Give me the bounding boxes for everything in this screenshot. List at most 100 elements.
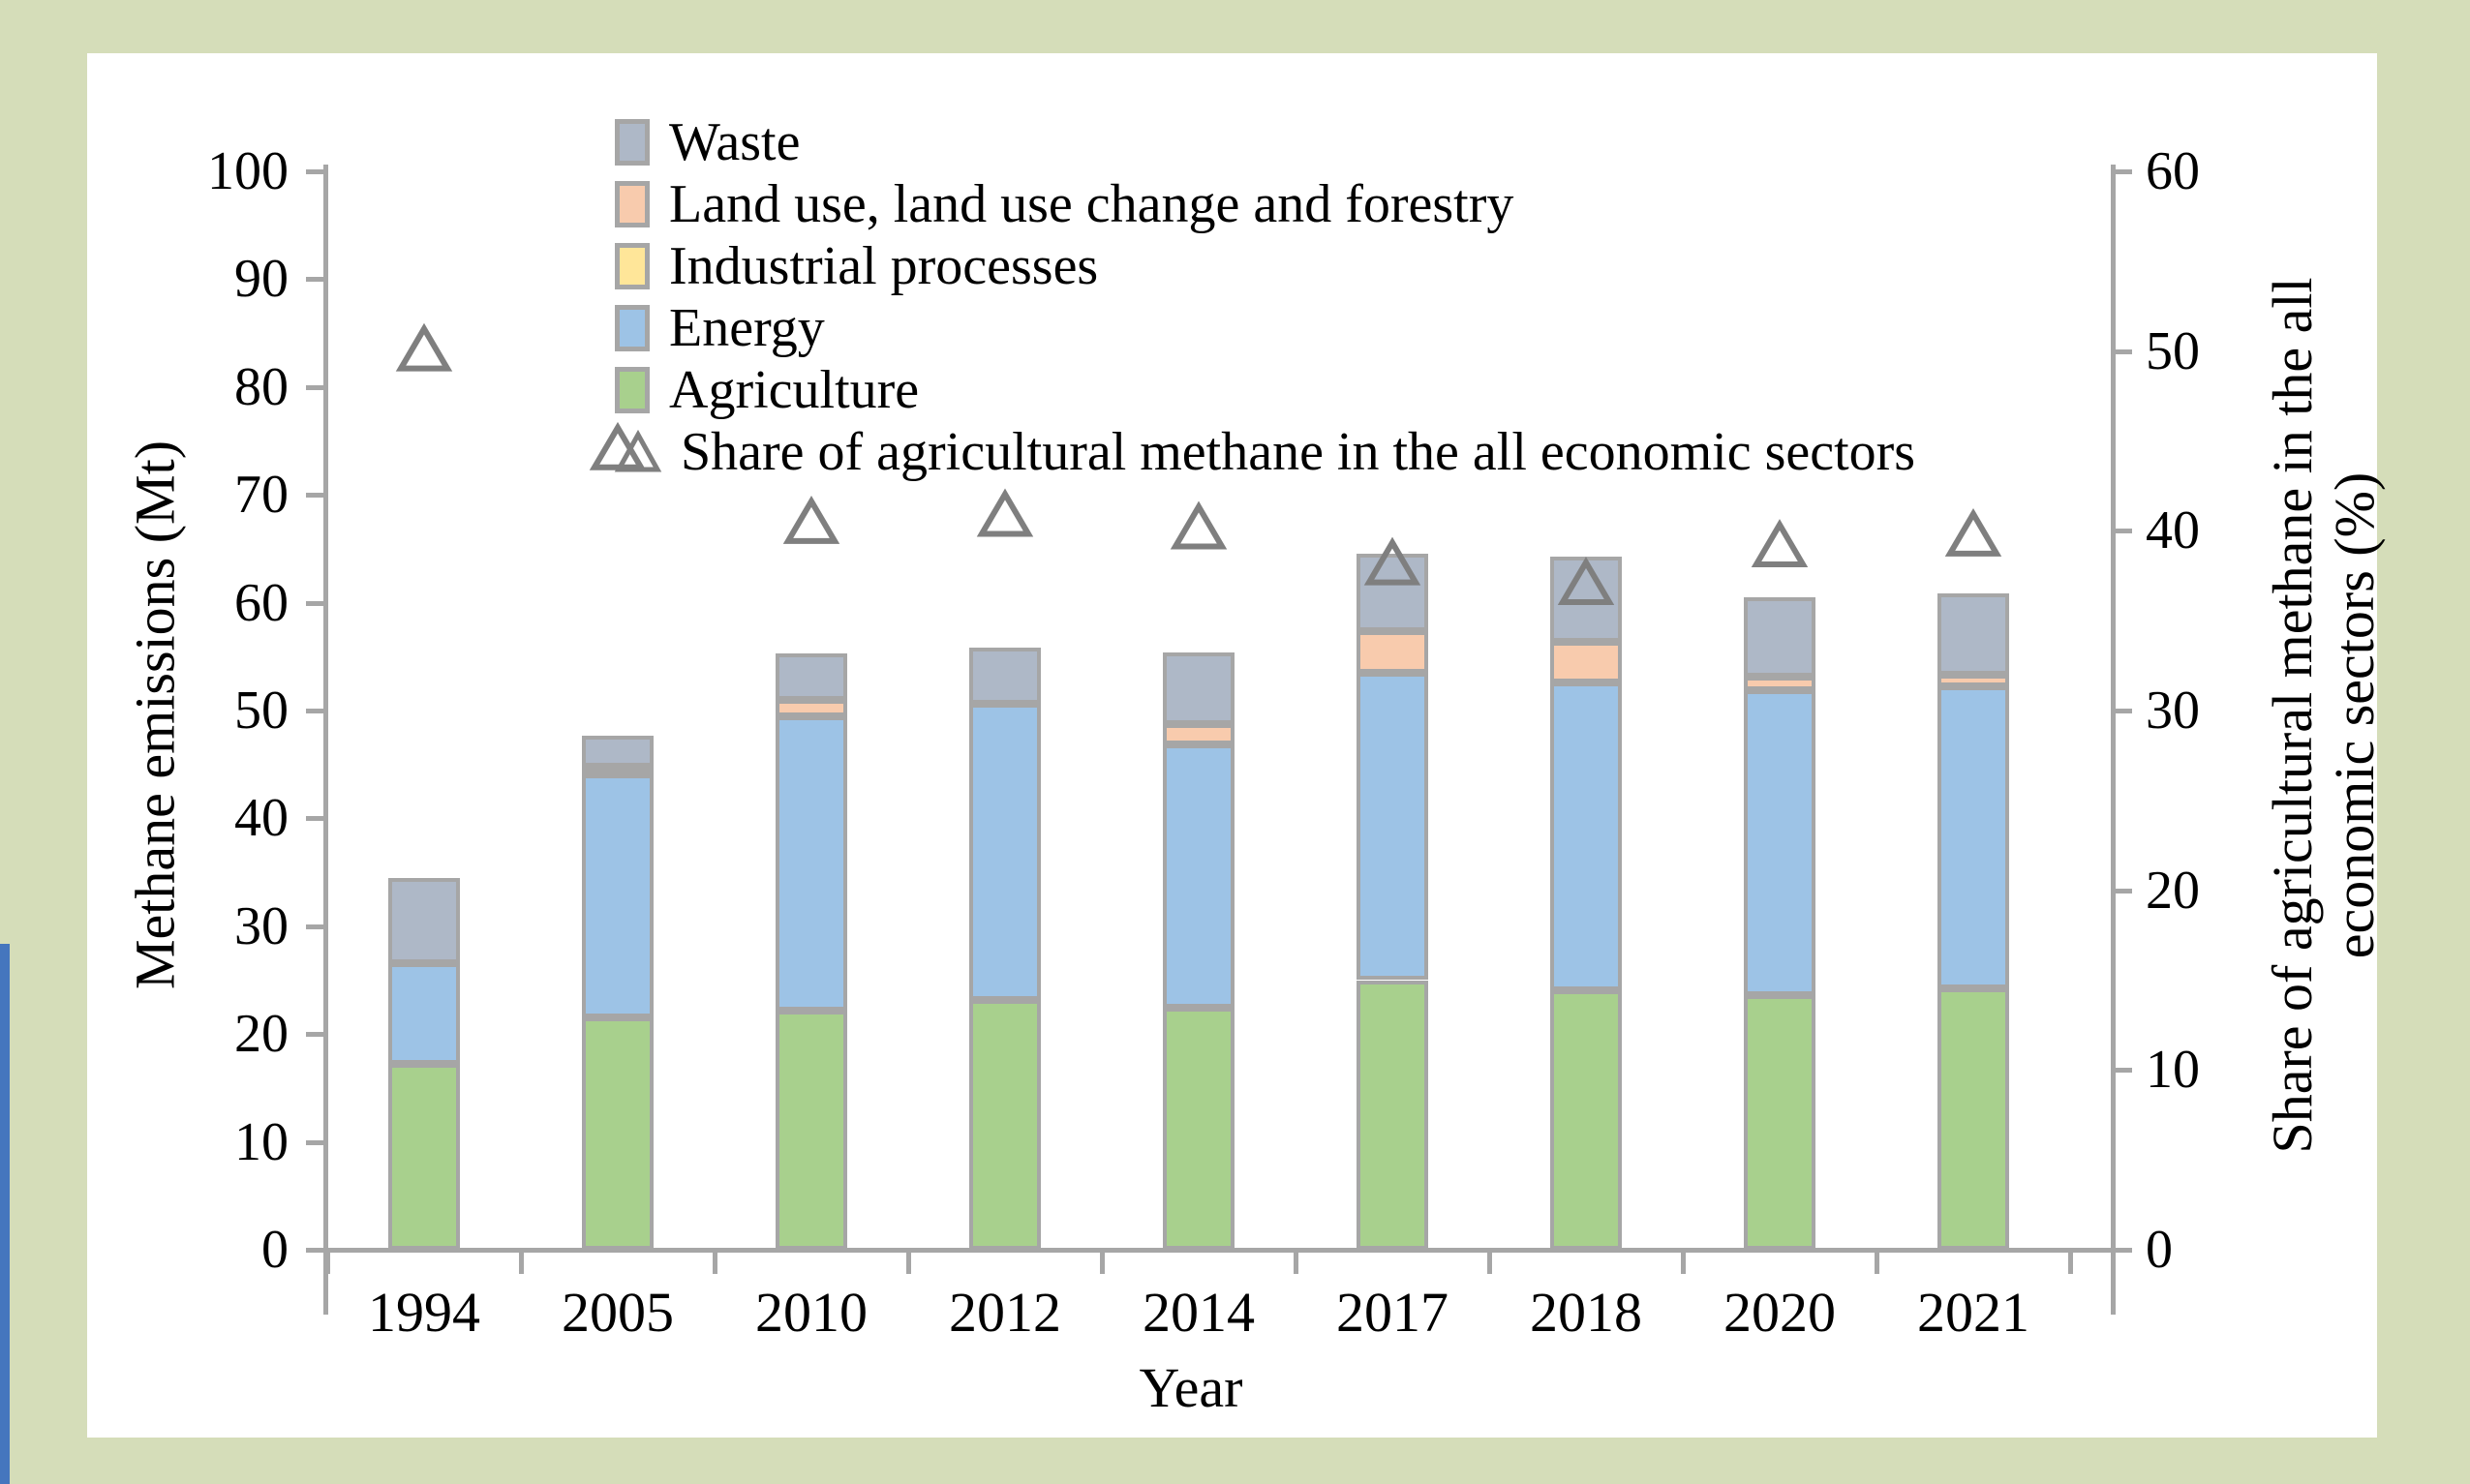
bar-segment-waste (1357, 554, 1428, 631)
y-axis-right-tick-label: 0 (2146, 1220, 2173, 1280)
y-axis-left-tick-label: 70 (234, 465, 289, 526)
bar-segment-agriculture (1937, 988, 2009, 1250)
x-axis-tick-label: 2020 (1723, 1281, 1836, 1344)
legend-swatch-icon (615, 243, 650, 289)
chart-card: Methane emissions (Mt) Share of agricult… (87, 53, 2386, 1438)
bar-segment-waste (388, 877, 460, 963)
bar-segment-waste (776, 652, 847, 700)
y-axis-right-tick-label: 20 (2146, 860, 2200, 921)
y-axis-left-line (323, 165, 328, 1315)
bar-segment-waste (1744, 597, 1815, 678)
x-axis-tick (519, 1253, 524, 1274)
bar-segment-waste (582, 735, 654, 767)
share-marker (1751, 519, 1809, 568)
y-axis-left-tick-label: 90 (234, 249, 289, 310)
left-edge-accent (0, 944, 10, 1484)
y-axis-right-tick-label: 40 (2146, 500, 2200, 561)
share-marker (1170, 500, 1228, 550)
share-marker (1363, 536, 1421, 586)
legend-row: Industrial processes (615, 235, 1915, 297)
x-axis-tick (1487, 1253, 1492, 1274)
legend-label: Share of agricultural methane in the all… (681, 422, 1916, 482)
bar-segment-energy (1937, 686, 2009, 989)
y-axis-right-tick (2111, 348, 2132, 354)
bar-segment-energy (1550, 682, 1622, 990)
legend-row: Waste (615, 111, 1915, 173)
y-axis-left-tick-label: 60 (234, 572, 289, 633)
y-axis-right-tick-label: 60 (2146, 141, 2200, 201)
bar-segment-energy (582, 773, 654, 1018)
y-axis-left-tick (306, 1248, 327, 1253)
legend-swatch-icon (615, 367, 650, 413)
bar-segment-energy (1357, 673, 1428, 981)
bar-segment-land-use-land-use-change-and-forestry (1357, 630, 1428, 673)
bar-segment-waste (1163, 651, 1235, 725)
x-axis-tick-label: 2018 (1530, 1281, 1642, 1344)
share-marker (1557, 557, 1615, 606)
y-axis-left-tick (306, 1139, 327, 1145)
bar-segment-land-use-land-use-change-and-forestry (1163, 724, 1235, 744)
x-axis-line (320, 1248, 2120, 1253)
x-axis-tick (2068, 1253, 2073, 1274)
y-axis-left-tick (306, 1032, 327, 1038)
x-axis-tick-label: 2012 (949, 1281, 1061, 1344)
y-axis-right-tick (2111, 169, 2132, 174)
bar-segment-land-use-land-use-change-and-forestry (1744, 677, 1815, 690)
share-marker (395, 322, 453, 372)
bar-segment-agriculture (969, 999, 1041, 1250)
x-axis-tick (1294, 1253, 1298, 1274)
x-axis-tick (906, 1253, 911, 1274)
y-axis-left-tick (306, 277, 327, 283)
y-axis-left-tick (306, 169, 327, 174)
x-axis-tick-label: 2010 (755, 1281, 868, 1344)
bar-segment-energy (776, 715, 847, 1011)
bar-segment-energy (1744, 689, 1815, 996)
x-axis-tick-label: 2014 (1143, 1281, 1255, 1344)
x-axis-tick-label: 2005 (562, 1281, 674, 1344)
legend-row: Energy (615, 297, 1915, 359)
x-axis-tick (1875, 1253, 1879, 1274)
bar-segment-land-use-land-use-change-and-forestry (776, 699, 847, 716)
legend-swatch-icon (615, 181, 650, 227)
y-axis-left-tick (306, 493, 327, 499)
share-marker (782, 495, 840, 544)
y-axis-left-tick-label: 0 (261, 1220, 289, 1280)
legend-label: Industrial processes (669, 236, 1099, 296)
y-axis-left-tick-label: 80 (234, 356, 289, 417)
x-axis-tick (1681, 1253, 1686, 1274)
x-axis-tick (713, 1253, 717, 1274)
bar-segment-waste (1937, 592, 2009, 676)
legend-label: Energy (669, 298, 825, 358)
bar-segment-agriculture (1744, 995, 1815, 1250)
y-axis-right-tick (2111, 1068, 2132, 1074)
bar-segment-energy (388, 962, 460, 1065)
y-axis-left-tick (306, 709, 327, 713)
y-axis-right-line (2111, 165, 2116, 1315)
bar-segment-agriculture (1163, 1008, 1235, 1250)
legend-row: Share of agricultural methane in the all… (614, 421, 1916, 483)
bar-segment-agriculture (776, 1010, 847, 1250)
y-axis-left-tick-label: 50 (234, 681, 289, 741)
y-axis-left-tick-label: 100 (207, 141, 289, 201)
x-axis-tick (1100, 1253, 1105, 1274)
bar-segment-land-use-land-use-change-and-forestry (1937, 675, 2009, 687)
legend-label: Waste (669, 112, 801, 172)
y-axis-right-tick-label: 10 (2146, 1040, 2200, 1101)
legend-swatch-icon (615, 305, 650, 351)
y-axis-right-tick (2111, 709, 2132, 713)
bar-segment-agriculture (582, 1017, 654, 1250)
share-marker-layer (395, 322, 2002, 606)
bar-segment-waste (969, 648, 1041, 705)
bar-segment-energy (1163, 743, 1235, 1009)
y-axis-left-tick-label: 10 (234, 1111, 289, 1172)
legend-row: Agriculture (615, 359, 1915, 421)
y-axis-right-tick (2111, 529, 2132, 534)
legend-row: Land use, land use change and forestry (615, 173, 1915, 235)
x-axis-tick-label: 2017 (1336, 1281, 1448, 1344)
bar-segment-agriculture (1550, 989, 1622, 1250)
legend-label: Land use, land use change and forestry (669, 174, 1514, 234)
y-axis-right-tick-label: 30 (2146, 681, 2200, 741)
x-axis-tick-label: 2021 (1917, 1281, 2029, 1344)
y-axis-right-tick (2111, 1248, 2132, 1253)
